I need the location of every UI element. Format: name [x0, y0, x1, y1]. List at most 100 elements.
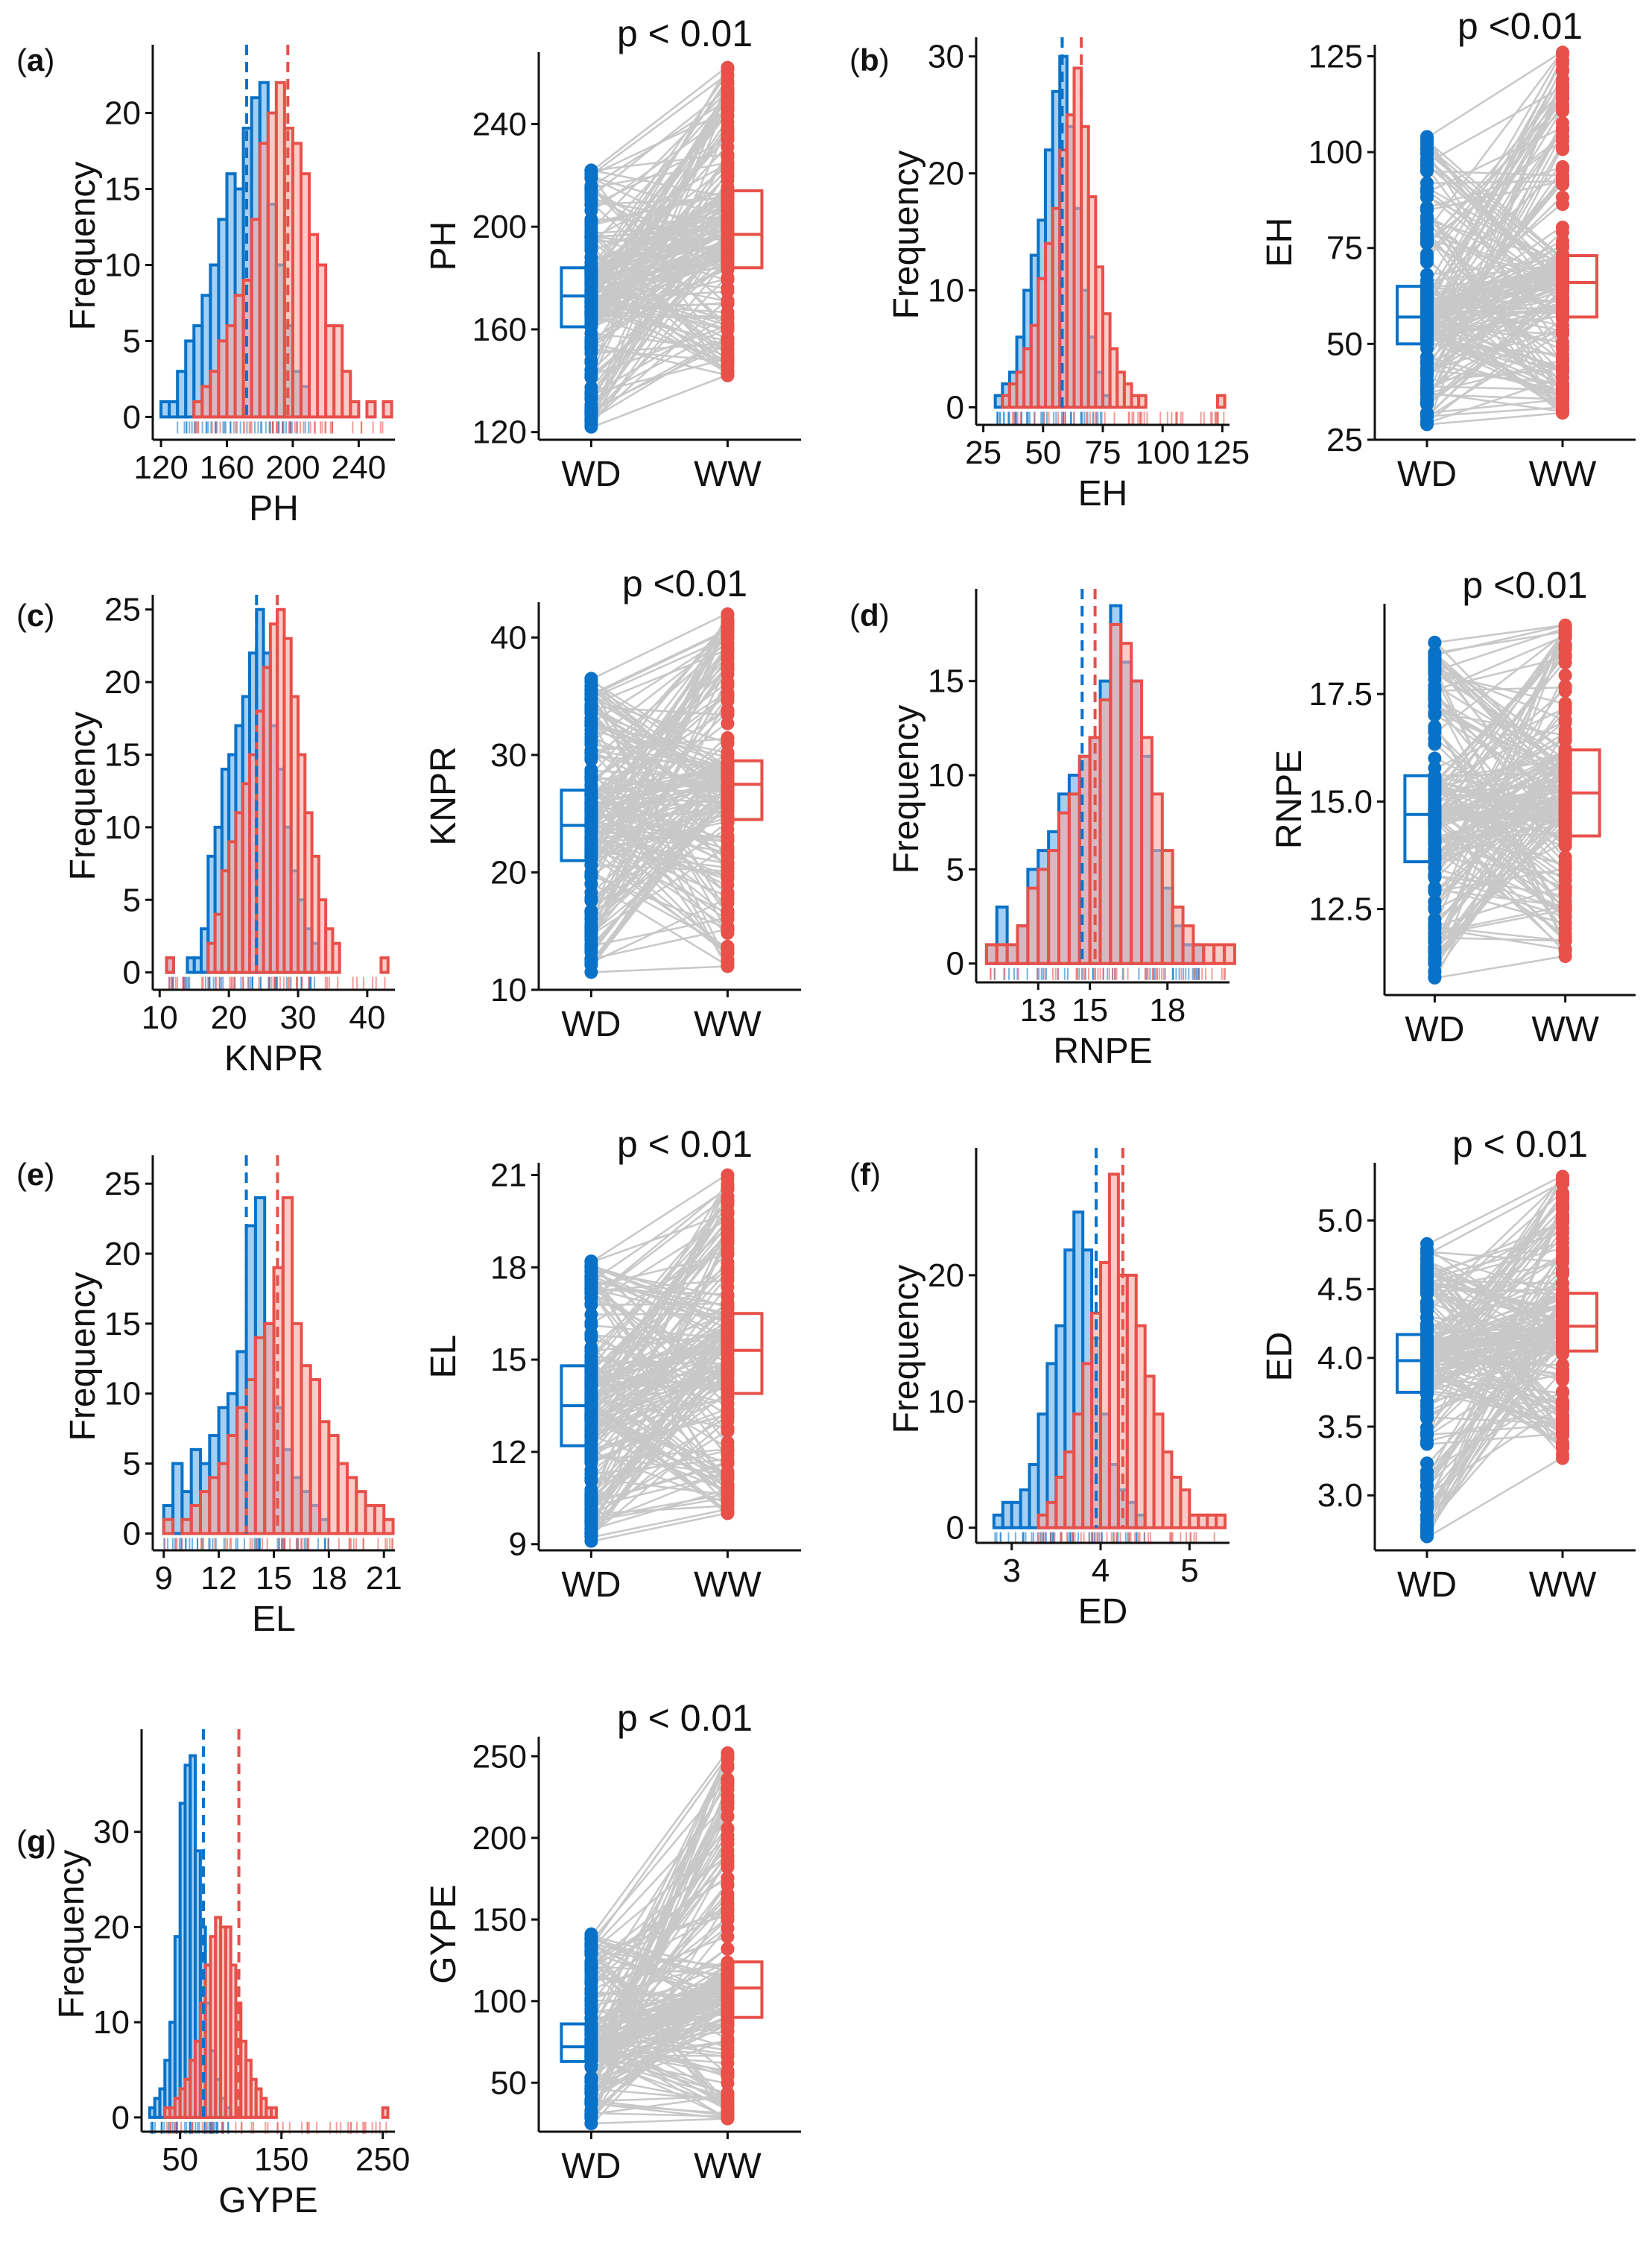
y-tick-label: 15 — [490, 1342, 527, 1378]
point-ww — [721, 886, 735, 900]
point-wd — [1420, 282, 1434, 296]
point-ww — [1558, 909, 1572, 923]
pair-line — [592, 1242, 727, 1499]
y-tick-label: 18 — [490, 1249, 527, 1286]
pair-line — [592, 66, 727, 171]
point-wd — [584, 1449, 598, 1463]
point-wd — [1428, 784, 1442, 798]
pair-line — [592, 724, 727, 769]
point-ww — [1558, 862, 1572, 877]
point-wd — [584, 703, 598, 717]
point-ww — [1556, 1338, 1569, 1352]
point-wd — [1428, 880, 1442, 894]
point-wd — [584, 870, 598, 884]
hist-bar-ww — [1202, 943, 1216, 965]
panel-tag-f: (f) — [849, 1157, 881, 1192]
pair-line — [1435, 763, 1565, 959]
point-wd — [1420, 1247, 1434, 1261]
pair-line — [1428, 187, 1562, 265]
y-tick-label: 25 — [1326, 422, 1363, 458]
point-ww — [721, 1383, 735, 1398]
box-ww — [730, 1960, 764, 2019]
y-axis-title: EL — [424, 1335, 463, 1379]
y-tick-label: 0 — [123, 1515, 141, 1552]
pair-line — [592, 630, 727, 696]
point-wd — [584, 1389, 598, 1403]
pair-line — [1435, 818, 1565, 952]
pair-line — [592, 228, 727, 297]
point-wd — [1428, 724, 1442, 738]
y-tick-label: 5 — [123, 323, 141, 359]
y-tick-label: 5 — [123, 1446, 141, 1482]
pair-line — [1435, 761, 1565, 824]
pair-line — [1427, 1321, 1563, 1507]
y-tick-label: 10 — [93, 2004, 130, 2041]
point-ww — [721, 336, 735, 350]
p-value-label: p < 0.01 — [617, 13, 753, 54]
point-ww — [1556, 1186, 1569, 1200]
pair-line — [592, 1212, 727, 1359]
hist-bar-ww — [1109, 622, 1123, 965]
point-ww — [1556, 383, 1569, 397]
point-wd — [584, 380, 598, 394]
pair-line — [592, 2008, 727, 2054]
point-ww — [721, 677, 735, 691]
point-wd — [1420, 1319, 1434, 1333]
pair-line — [1435, 795, 1565, 964]
pair-line — [592, 917, 727, 947]
panel-tag-b: (b) — [849, 42, 890, 78]
point-ww — [721, 151, 735, 165]
pair-line — [1428, 1350, 1562, 1416]
pair-line — [592, 1266, 727, 1386]
x-tick-label: 10 — [142, 1000, 178, 1036]
point-wd — [1420, 1283, 1434, 1297]
point-ww — [1558, 792, 1572, 806]
hist-bar-ww — [1140, 736, 1153, 965]
pair-line — [592, 221, 727, 287]
point-wd — [584, 310, 598, 324]
pair-line — [592, 1339, 727, 1519]
point-ww — [721, 163, 735, 177]
point-ww — [721, 1424, 735, 1438]
hist-bar-ww — [341, 370, 352, 419]
hist-bar-ww — [1057, 811, 1071, 965]
pair-line — [592, 261, 727, 376]
pair-line — [1428, 143, 1562, 301]
point-wd — [1428, 690, 1442, 704]
point-wd — [1420, 354, 1434, 368]
point-ww — [1556, 275, 1569, 289]
point-ww — [1558, 934, 1572, 948]
pair-line — [1435, 698, 1565, 773]
point-ww — [1556, 364, 1569, 378]
y-tick-label: 3.0 — [1317, 1477, 1363, 1514]
point-wd — [1420, 1480, 1434, 1494]
y-tick-label: 10 — [104, 1376, 141, 1412]
point-ww — [721, 253, 735, 268]
pair-line — [592, 1919, 727, 2047]
y-axis-title: KNPR — [424, 746, 463, 845]
panel-tag-a: (a) — [16, 42, 54, 78]
point-wd — [1420, 213, 1434, 227]
group-label-wd: WD — [561, 1565, 621, 1605]
point-wd — [1428, 932, 1442, 946]
pair-line — [592, 1758, 727, 2030]
pair-line — [592, 91, 727, 230]
pair-line — [1435, 799, 1565, 861]
point-wd — [1420, 386, 1434, 400]
panel-tag-e: (e) — [16, 1157, 54, 1192]
point-wd — [1420, 137, 1434, 151]
hist-bar-ww — [381, 2106, 390, 2119]
point-ww — [1556, 48, 1569, 62]
pair-line — [592, 245, 727, 322]
pair-line — [592, 247, 727, 372]
paired-plot-b: 25 50 75 100 125 WD WW EH p <0.01 — [1260, 5, 1636, 494]
x-tick-label: 21 — [366, 1560, 402, 1597]
point-wd — [1428, 751, 1442, 765]
pair-line — [592, 1329, 727, 1401]
point-wd — [584, 179, 598, 193]
pair-line — [1428, 1362, 1562, 1427]
pair-line — [592, 374, 727, 428]
pair-line — [592, 825, 727, 842]
point-ww — [721, 903, 735, 918]
